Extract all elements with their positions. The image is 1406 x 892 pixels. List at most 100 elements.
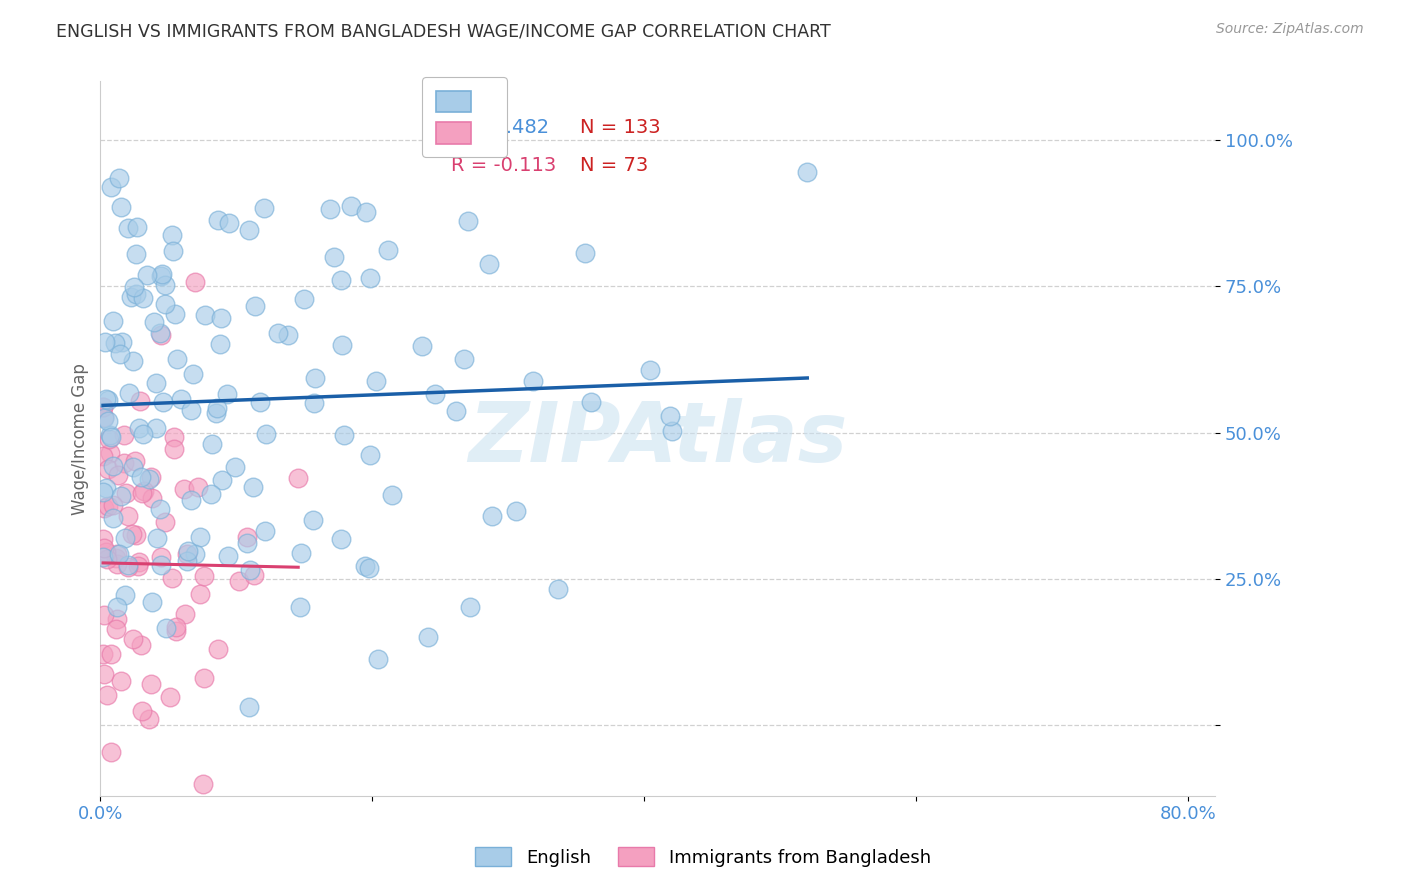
Point xyxy=(125,286,148,301)
Point xyxy=(148,502,170,516)
Point xyxy=(290,546,312,560)
Point xyxy=(96,545,118,559)
Point xyxy=(93,410,115,425)
Point xyxy=(162,227,184,242)
Point xyxy=(423,387,446,401)
Point xyxy=(94,481,117,495)
Point xyxy=(131,469,153,483)
Point xyxy=(163,442,186,457)
Point xyxy=(118,385,141,400)
Point xyxy=(253,201,276,215)
Point xyxy=(574,246,596,260)
Point xyxy=(381,488,404,502)
Legend: English, Immigrants from Bangladesh: English, Immigrants from Bangladesh xyxy=(468,840,938,874)
Text: ZIPAtlas: ZIPAtlas xyxy=(468,398,848,479)
Point xyxy=(330,338,353,352)
Point xyxy=(97,414,120,428)
Point xyxy=(207,212,229,227)
Point xyxy=(266,326,288,341)
Point xyxy=(100,746,122,760)
Point xyxy=(236,530,259,544)
Point xyxy=(100,179,122,194)
Point xyxy=(110,673,132,688)
Point xyxy=(97,461,120,475)
Point xyxy=(207,642,229,657)
Point xyxy=(173,482,195,496)
Point xyxy=(149,326,172,341)
Point xyxy=(228,574,250,589)
Point xyxy=(136,268,159,282)
Point xyxy=(105,599,128,614)
Point xyxy=(105,557,128,571)
Text: Source: ZipAtlas.com: Source: ZipAtlas.com xyxy=(1216,22,1364,37)
Point xyxy=(661,424,683,438)
Point xyxy=(453,351,475,366)
Point xyxy=(367,652,389,666)
Point xyxy=(302,396,325,410)
Text: R = -0.113: R = -0.113 xyxy=(451,156,557,175)
Point xyxy=(184,547,207,561)
Point xyxy=(100,446,122,460)
Point xyxy=(224,460,246,475)
Point xyxy=(108,170,131,185)
Point xyxy=(153,297,176,311)
Point xyxy=(581,394,603,409)
Point xyxy=(149,550,172,565)
Point xyxy=(128,555,150,569)
Point xyxy=(193,671,215,685)
Point xyxy=(91,485,114,500)
Point xyxy=(98,427,121,442)
Point xyxy=(141,470,163,484)
Point xyxy=(125,247,148,261)
Point xyxy=(112,428,135,442)
Y-axis label: Wage/Income Gap: Wage/Income Gap xyxy=(72,363,89,515)
Point xyxy=(522,374,544,388)
Point xyxy=(145,531,167,545)
Point xyxy=(97,499,120,513)
Point xyxy=(91,400,114,414)
Point xyxy=(105,547,128,561)
Point xyxy=(143,851,166,865)
Point xyxy=(191,776,214,790)
Point xyxy=(145,421,167,435)
Text: R = 0.482: R = 0.482 xyxy=(451,119,550,137)
Point xyxy=(104,622,127,636)
Point xyxy=(105,612,128,626)
Point xyxy=(125,220,148,235)
Point xyxy=(205,406,228,420)
Point xyxy=(96,689,118,703)
Point xyxy=(418,630,440,644)
Point xyxy=(110,334,132,349)
Point xyxy=(638,363,661,377)
Point xyxy=(359,270,381,285)
Point xyxy=(120,290,142,304)
Point xyxy=(359,448,381,462)
Text: N = 133: N = 133 xyxy=(579,119,661,137)
Point xyxy=(211,473,233,487)
Point xyxy=(205,401,228,416)
Point xyxy=(122,280,145,294)
Point xyxy=(165,620,187,634)
Point xyxy=(128,421,150,435)
Point xyxy=(132,291,155,305)
Point xyxy=(174,607,197,621)
Point xyxy=(101,458,124,473)
Point xyxy=(176,547,198,561)
Point xyxy=(329,532,352,546)
Point xyxy=(121,526,143,541)
Point xyxy=(163,430,186,444)
Point xyxy=(145,376,167,390)
Point xyxy=(101,498,124,512)
Point xyxy=(93,411,115,425)
Point xyxy=(138,472,160,486)
Point xyxy=(547,582,569,596)
Point xyxy=(112,456,135,470)
Point xyxy=(181,367,204,381)
Point xyxy=(139,676,162,690)
Point xyxy=(138,712,160,726)
Point xyxy=(93,667,115,681)
Point xyxy=(153,278,176,293)
Point xyxy=(188,530,211,544)
Point xyxy=(150,558,173,572)
Point xyxy=(239,563,262,577)
